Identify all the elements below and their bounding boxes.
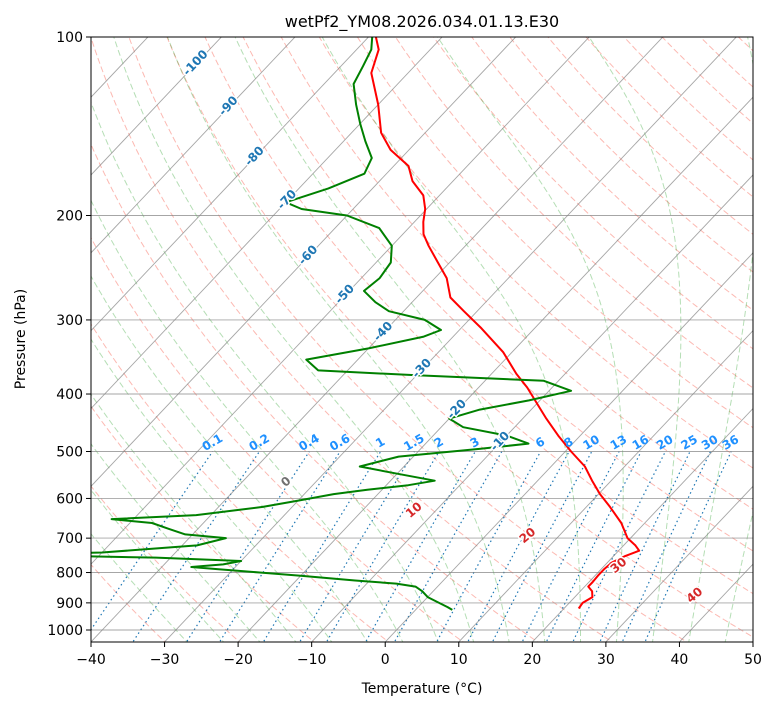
moist-adiabat [167, 37, 510, 642]
moist-adiabat [91, 338, 333, 642]
y-tick-label: 900 [56, 596, 83, 612]
isotherm [91, 37, 223, 176]
mixing-ratio-line [521, 451, 620, 642]
y-tick-label: 700 [56, 531, 83, 547]
moist-adiabat [688, 37, 753, 642]
dry-adiabat [128, 37, 688, 642]
y-tick-label: 100 [56, 30, 83, 46]
isotherm [458, 329, 753, 642]
isotherm [91, 37, 370, 332]
y-tick-label: 600 [56, 491, 83, 507]
isotherm [91, 37, 443, 410]
y-tick-label: 1000 [47, 623, 83, 639]
isotherm [91, 37, 296, 254]
profile-line-0 [370, 37, 641, 610]
x-tick-label: 40 [671, 652, 689, 668]
x-tick-label: −20 [223, 652, 253, 668]
x-tick-label: 50 [744, 652, 762, 668]
mixing-ratio-line [91, 451, 214, 631]
profile-lines [91, 37, 641, 611]
isotherm [384, 252, 753, 642]
y-tick-label: 800 [56, 566, 83, 582]
mixing-ratio-line [185, 451, 310, 642]
isotherm [91, 37, 590, 565]
profile-line-1 [91, 37, 573, 611]
mixing-ratio-line [393, 451, 503, 642]
isotherm [237, 96, 753, 642]
y-tick-label: 200 [56, 209, 83, 225]
x-tick-label: 20 [523, 652, 541, 668]
chart-title: wetPf2_YM08.2026.034.01.13.E30 [285, 12, 559, 32]
x-tick-label: −40 [76, 652, 106, 668]
x-tick-label: 30 [597, 652, 615, 668]
x-tick-label: −30 [150, 652, 180, 668]
isotherm [163, 37, 737, 642]
mixing-ratio-line [262, 451, 382, 642]
mixing-ratio-line [325, 451, 440, 642]
dry-adiabat [91, 236, 465, 642]
x-axis-ticks: −40 −30 −20 −10 0 10 20 30 40 50 [76, 642, 762, 668]
mixing-ratio-line [621, 451, 712, 642]
dry-adiabat [471, 37, 753, 311]
y-axis-ticks: 100 200 300 400 500 600 700 800 900 1000 [47, 30, 91, 639]
mixing-ratio-line [132, 451, 260, 642]
mixing-ratio-line [218, 451, 341, 642]
isotherm [310, 174, 753, 642]
dry-adiabat [242, 37, 753, 552]
moist-adiabat [234, 37, 546, 642]
y-tick-label: 300 [56, 313, 83, 329]
plot-frame [90, 36, 754, 643]
x-tick-label: −10 [297, 652, 327, 668]
x-axis-label: Temperature (°C) [361, 681, 483, 697]
y-tick-label: 500 [56, 444, 83, 460]
isotherm [531, 407, 753, 642]
y-axis-label: Pressure (hPa) [13, 289, 29, 389]
moist-adiabat [437, 37, 624, 642]
dry-adiabat [280, 37, 753, 510]
mixing-ratio-line [644, 451, 732, 642]
isotherm [91, 37, 517, 487]
mixing-ratio-line [599, 451, 691, 642]
x-tick-label: 0 [381, 652, 390, 668]
moist-adiabat [113, 37, 475, 642]
dry-adiabat [394, 37, 753, 389]
mixing-ratio-line [545, 451, 642, 642]
moist-adiabat [321, 37, 581, 642]
isotherm [605, 485, 753, 642]
dry-adiabat [91, 485, 241, 642]
y-tick-label: 400 [56, 387, 83, 403]
mixing-ratio-line [299, 451, 415, 642]
x-tick-label: 10 [450, 652, 468, 668]
dry-adiabat [356, 37, 753, 429]
